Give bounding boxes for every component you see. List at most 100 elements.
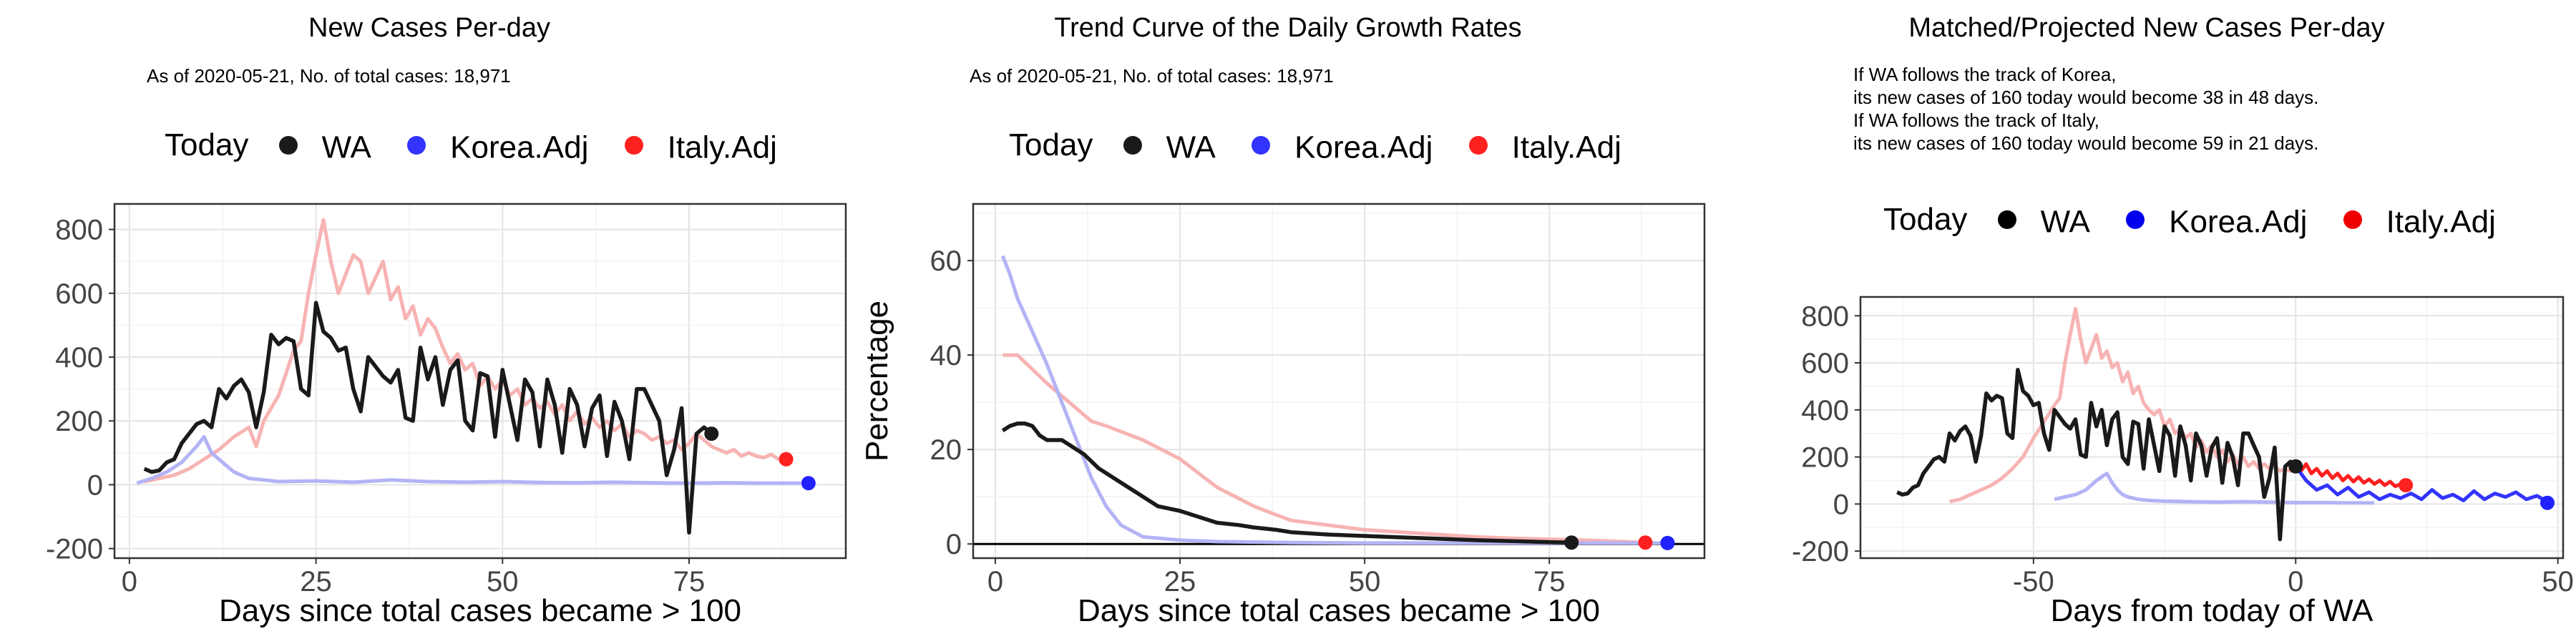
x-tick-label: 50: [1349, 566, 1381, 597]
series-line-wa: [1896, 368, 2298, 542]
legend-dot-wa: [278, 135, 298, 155]
chart-subtitle: As of 2020-05-21, No. of total cases: 18…: [147, 65, 511, 87]
subtitle-line: its new cases of 160 today would become …: [1853, 87, 2319, 108]
subtitle-line: If WA follows the track of Korea,: [1853, 64, 2117, 85]
y-tick-label: 600: [1801, 348, 1849, 379]
x-tick-label: 50: [487, 566, 519, 597]
series-line-italy-adj-past: [1949, 306, 2297, 504]
series-line-korea-adj-projected: [2294, 465, 2549, 504]
y-tick-label: 0: [946, 529, 962, 560]
y-tick-label: 800: [55, 215, 103, 246]
legend-dot-wa: [1997, 210, 2016, 229]
y-tick-label: 400: [1801, 395, 1849, 426]
chart-subtitle-block: If WA follows the track of Korea, its ne…: [1853, 63, 2318, 155]
y-tick-label: 200: [1801, 442, 1849, 474]
plot-border: [113, 203, 847, 560]
y-tick-label: 800: [1801, 301, 1849, 332]
legend-item-korea: Korea.Adj: [2126, 203, 2307, 240]
legend-item-korea: Korea.Adj: [407, 128, 588, 165]
x-axis-label: Days since total cases became > 100: [1078, 593, 1600, 628]
y-tick-label: 0: [87, 469, 103, 501]
legend-item-italy: Italy.Adj: [1468, 128, 1621, 165]
series-line-korea-adj: [136, 435, 801, 485]
legend-item-korea: Korea.Adj: [1252, 128, 1433, 165]
today-point-wa: [2288, 459, 2303, 474]
legend-dot-korea: [2126, 210, 2145, 229]
chart-title: Trend Curve of the Daily Growth Rates: [1054, 13, 1522, 43]
legend-dot-italy: [1468, 135, 1488, 155]
y-tick-label: 40: [930, 340, 962, 371]
chart-title: Matched/Projected New Cases Per-day: [1908, 13, 2385, 43]
legend-label-korea: Korea.Adj: [1294, 130, 1433, 165]
legend-item-wa: WA: [278, 128, 371, 165]
today-point-wa: [704, 426, 719, 441]
x-tick-label: 50: [2542, 566, 2574, 597]
legend-label-wa: WA: [2040, 204, 2090, 240]
y-tick-label: -200: [46, 534, 103, 565]
panel-projected: Matched/Projected New Cases Per-day If W…: [1717, 0, 2576, 644]
legend-dot-korea: [1252, 135, 1271, 155]
today-point-italy-adj: [779, 452, 794, 467]
legend-title: Today: [1883, 202, 1968, 237]
today-point-italy-adj: [1638, 535, 1653, 550]
legend: Today WA Korea.Adj Italy.Adj: [165, 127, 804, 166]
legend-dot-italy: [2343, 210, 2362, 229]
legend-label-korea: Korea.Adj: [450, 130, 589, 165]
y-tick-label: 200: [55, 406, 103, 437]
x-axis-label: Days from today of WA: [2051, 593, 2373, 628]
x-tick-label: 75: [1533, 566, 1566, 597]
y-axis-label: Percentage: [859, 301, 894, 462]
panel-new-cases: New Cases Per-day As of 2020-05-21, No. …: [0, 0, 859, 644]
legend-label-italy: Italy.Adj: [1511, 130, 1621, 165]
legend: Today WA Korea.Adj Italy.Adj: [1009, 127, 1649, 166]
legend-label-korea: Korea.Adj: [2169, 204, 2308, 240]
plot-border: [972, 203, 1706, 560]
x-tick-label: 0: [987, 566, 1003, 597]
y-tick-label: 600: [55, 278, 103, 310]
y-tick-label: 60: [930, 245, 962, 277]
legend: Today WA Korea.Adj Italy.Adj: [1883, 202, 2523, 240]
legend-title: Today: [1009, 127, 1093, 162]
legend-label-wa: WA: [1166, 130, 1216, 165]
legend-label-italy: Italy.Adj: [667, 130, 777, 165]
x-tick-label: 0: [122, 566, 137, 597]
plot-border: [1859, 296, 2565, 560]
chart-title: New Cases Per-day: [308, 13, 550, 43]
today-point-korea-adj: [2540, 495, 2555, 510]
y-tick-label: 20: [930, 434, 962, 466]
legend-dot-italy: [624, 135, 643, 155]
x-tick-label: 25: [300, 566, 332, 597]
series-line-korea-adj: [1000, 255, 1668, 545]
legend-item-italy: Italy.Adj: [2343, 203, 2496, 240]
series-line-korea-adj-past: [2054, 472, 2375, 505]
x-tick-label: 25: [1164, 566, 1196, 597]
plot-projected: -50 0 50 -200 0 200 400 600 800 Days from today o…: [1792, 296, 2574, 628]
today-point-korea-adj: [1660, 535, 1675, 550]
series-line-italy-adj-projected: [2294, 462, 2407, 489]
x-tick-label: -50: [2013, 566, 2054, 597]
x-tick-label: 75: [673, 566, 706, 597]
legend-item-wa: WA: [1997, 203, 2090, 240]
y-tick-label: 400: [55, 342, 103, 374]
today-point-italy-adj: [2399, 478, 2414, 493]
legend-dot-korea: [407, 135, 426, 155]
legend-label-italy: Italy.Adj: [2386, 204, 2496, 240]
y-tick-label: -200: [1792, 536, 1849, 567]
plot-new-cases: 0 25 50 75 -200 0 200 400 600 800 Days since total…: [46, 203, 847, 628]
today-point-korea-adj: [801, 476, 816, 491]
legend-item-italy: Italy.Adj: [624, 128, 777, 165]
legend-label-wa: WA: [321, 130, 371, 165]
x-tick-label: 0: [2288, 566, 2303, 597]
panel-growth-rates: Trend Curve of the Daily Growth Rates As…: [859, 0, 1717, 644]
legend-dot-wa: [1123, 135, 1142, 155]
subtitle-line: If WA follows the track of Italy,: [1853, 109, 2099, 131]
today-point-wa: [1564, 535, 1579, 550]
x-axis-label: Days since total cases became > 100: [219, 593, 741, 628]
plot-growth-rates: 0 25 50 75 0 20 40 60 Days since total cases bec…: [859, 203, 1706, 628]
y-tick-label: 0: [1833, 489, 1849, 520]
series-line-wa: [143, 301, 713, 535]
series-line-italy-adj: [144, 218, 786, 484]
legend-item-wa: WA: [1123, 128, 1216, 165]
legend-title: Today: [165, 127, 249, 162]
chart-subtitle: As of 2020-05-21, No. of total cases: 18…: [970, 65, 1334, 87]
